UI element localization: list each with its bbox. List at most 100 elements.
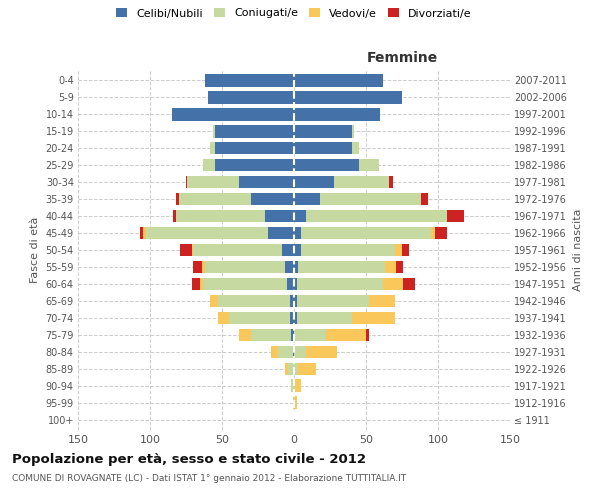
- Bar: [179, 192, 251, 205]
- Bar: [297, 294, 369, 308]
- Bar: [294, 125, 352, 138]
- Bar: [291, 328, 294, 342]
- Bar: [271, 346, 278, 358]
- Bar: [293, 396, 294, 409]
- Bar: [208, 91, 294, 104]
- Bar: [192, 244, 193, 256]
- Bar: [288, 362, 294, 375]
- Bar: [215, 142, 294, 154]
- Bar: [205, 74, 294, 86]
- Bar: [218, 312, 229, 324]
- Bar: [305, 210, 446, 222]
- Bar: [286, 260, 294, 274]
- Bar: [294, 108, 380, 120]
- Bar: [251, 328, 291, 342]
- Bar: [172, 108, 294, 120]
- Bar: [294, 192, 320, 205]
- Bar: [268, 226, 294, 239]
- Bar: [294, 380, 295, 392]
- Bar: [287, 278, 294, 290]
- Text: COMUNE DI ROVAGNATE (LC) - Dati ISTAT 1° gennaio 2012 - Elaborazione TUTTITALIA.: COMUNE DI ROVAGNATE (LC) - Dati ISTAT 1°…: [12, 474, 406, 483]
- Bar: [366, 328, 369, 342]
- Bar: [359, 158, 379, 172]
- Bar: [298, 260, 385, 274]
- Bar: [286, 362, 288, 375]
- Bar: [334, 176, 389, 188]
- Bar: [176, 210, 265, 222]
- Bar: [297, 312, 352, 324]
- Bar: [294, 226, 301, 239]
- Bar: [143, 226, 146, 239]
- Bar: [294, 74, 383, 86]
- Bar: [180, 244, 192, 256]
- Bar: [186, 176, 187, 188]
- Bar: [294, 91, 402, 104]
- Bar: [294, 176, 334, 188]
- Bar: [305, 346, 337, 358]
- Bar: [352, 125, 355, 138]
- Bar: [435, 226, 446, 239]
- Bar: [403, 278, 415, 290]
- Bar: [352, 312, 395, 324]
- Bar: [294, 158, 359, 172]
- Bar: [193, 244, 283, 256]
- Bar: [229, 312, 290, 324]
- Bar: [192, 278, 200, 290]
- Bar: [146, 226, 268, 239]
- Bar: [203, 158, 215, 172]
- Y-axis label: Fasce di età: Fasce di età: [30, 217, 40, 283]
- Text: Popolazione per età, sesso e stato civile - 2012: Popolazione per età, sesso e stato civil…: [12, 452, 366, 466]
- Text: Femmine: Femmine: [367, 50, 437, 64]
- Bar: [385, 260, 396, 274]
- Bar: [294, 244, 301, 256]
- Bar: [294, 346, 305, 358]
- Bar: [396, 260, 403, 274]
- Bar: [173, 210, 176, 222]
- Bar: [251, 192, 294, 205]
- Bar: [294, 396, 297, 409]
- Bar: [211, 294, 218, 308]
- Bar: [187, 176, 239, 188]
- Bar: [402, 244, 409, 256]
- Bar: [215, 125, 294, 138]
- Bar: [140, 226, 143, 239]
- Bar: [215, 158, 294, 172]
- Bar: [320, 192, 421, 205]
- Bar: [291, 380, 294, 392]
- Bar: [294, 294, 297, 308]
- Legend: Celibi/Nubili, Coniugati/e, Vedovi/e, Divorziati/e: Celibi/Nubili, Coniugati/e, Vedovi/e, Di…: [116, 8, 472, 18]
- Bar: [211, 142, 215, 154]
- Bar: [278, 346, 293, 358]
- Bar: [301, 244, 395, 256]
- Bar: [446, 210, 464, 222]
- Bar: [294, 362, 298, 375]
- Bar: [193, 260, 202, 274]
- Bar: [295, 380, 301, 392]
- Bar: [301, 226, 431, 239]
- Bar: [389, 176, 394, 188]
- Bar: [205, 260, 286, 274]
- Bar: [294, 142, 352, 154]
- Bar: [294, 312, 297, 324]
- Bar: [383, 278, 403, 290]
- Bar: [326, 328, 366, 342]
- Y-axis label: Anni di nascita: Anni di nascita: [572, 209, 583, 291]
- Bar: [431, 226, 435, 239]
- Bar: [421, 192, 428, 205]
- Bar: [294, 210, 305, 222]
- Bar: [297, 278, 383, 290]
- Bar: [202, 260, 205, 274]
- Bar: [283, 244, 294, 256]
- Bar: [239, 328, 251, 342]
- Bar: [203, 278, 287, 290]
- Bar: [265, 210, 294, 222]
- Bar: [214, 125, 215, 138]
- Bar: [290, 294, 294, 308]
- Bar: [200, 278, 203, 290]
- Bar: [369, 294, 395, 308]
- Bar: [352, 142, 359, 154]
- Bar: [239, 176, 294, 188]
- Bar: [298, 362, 316, 375]
- Bar: [176, 192, 179, 205]
- Bar: [218, 294, 290, 308]
